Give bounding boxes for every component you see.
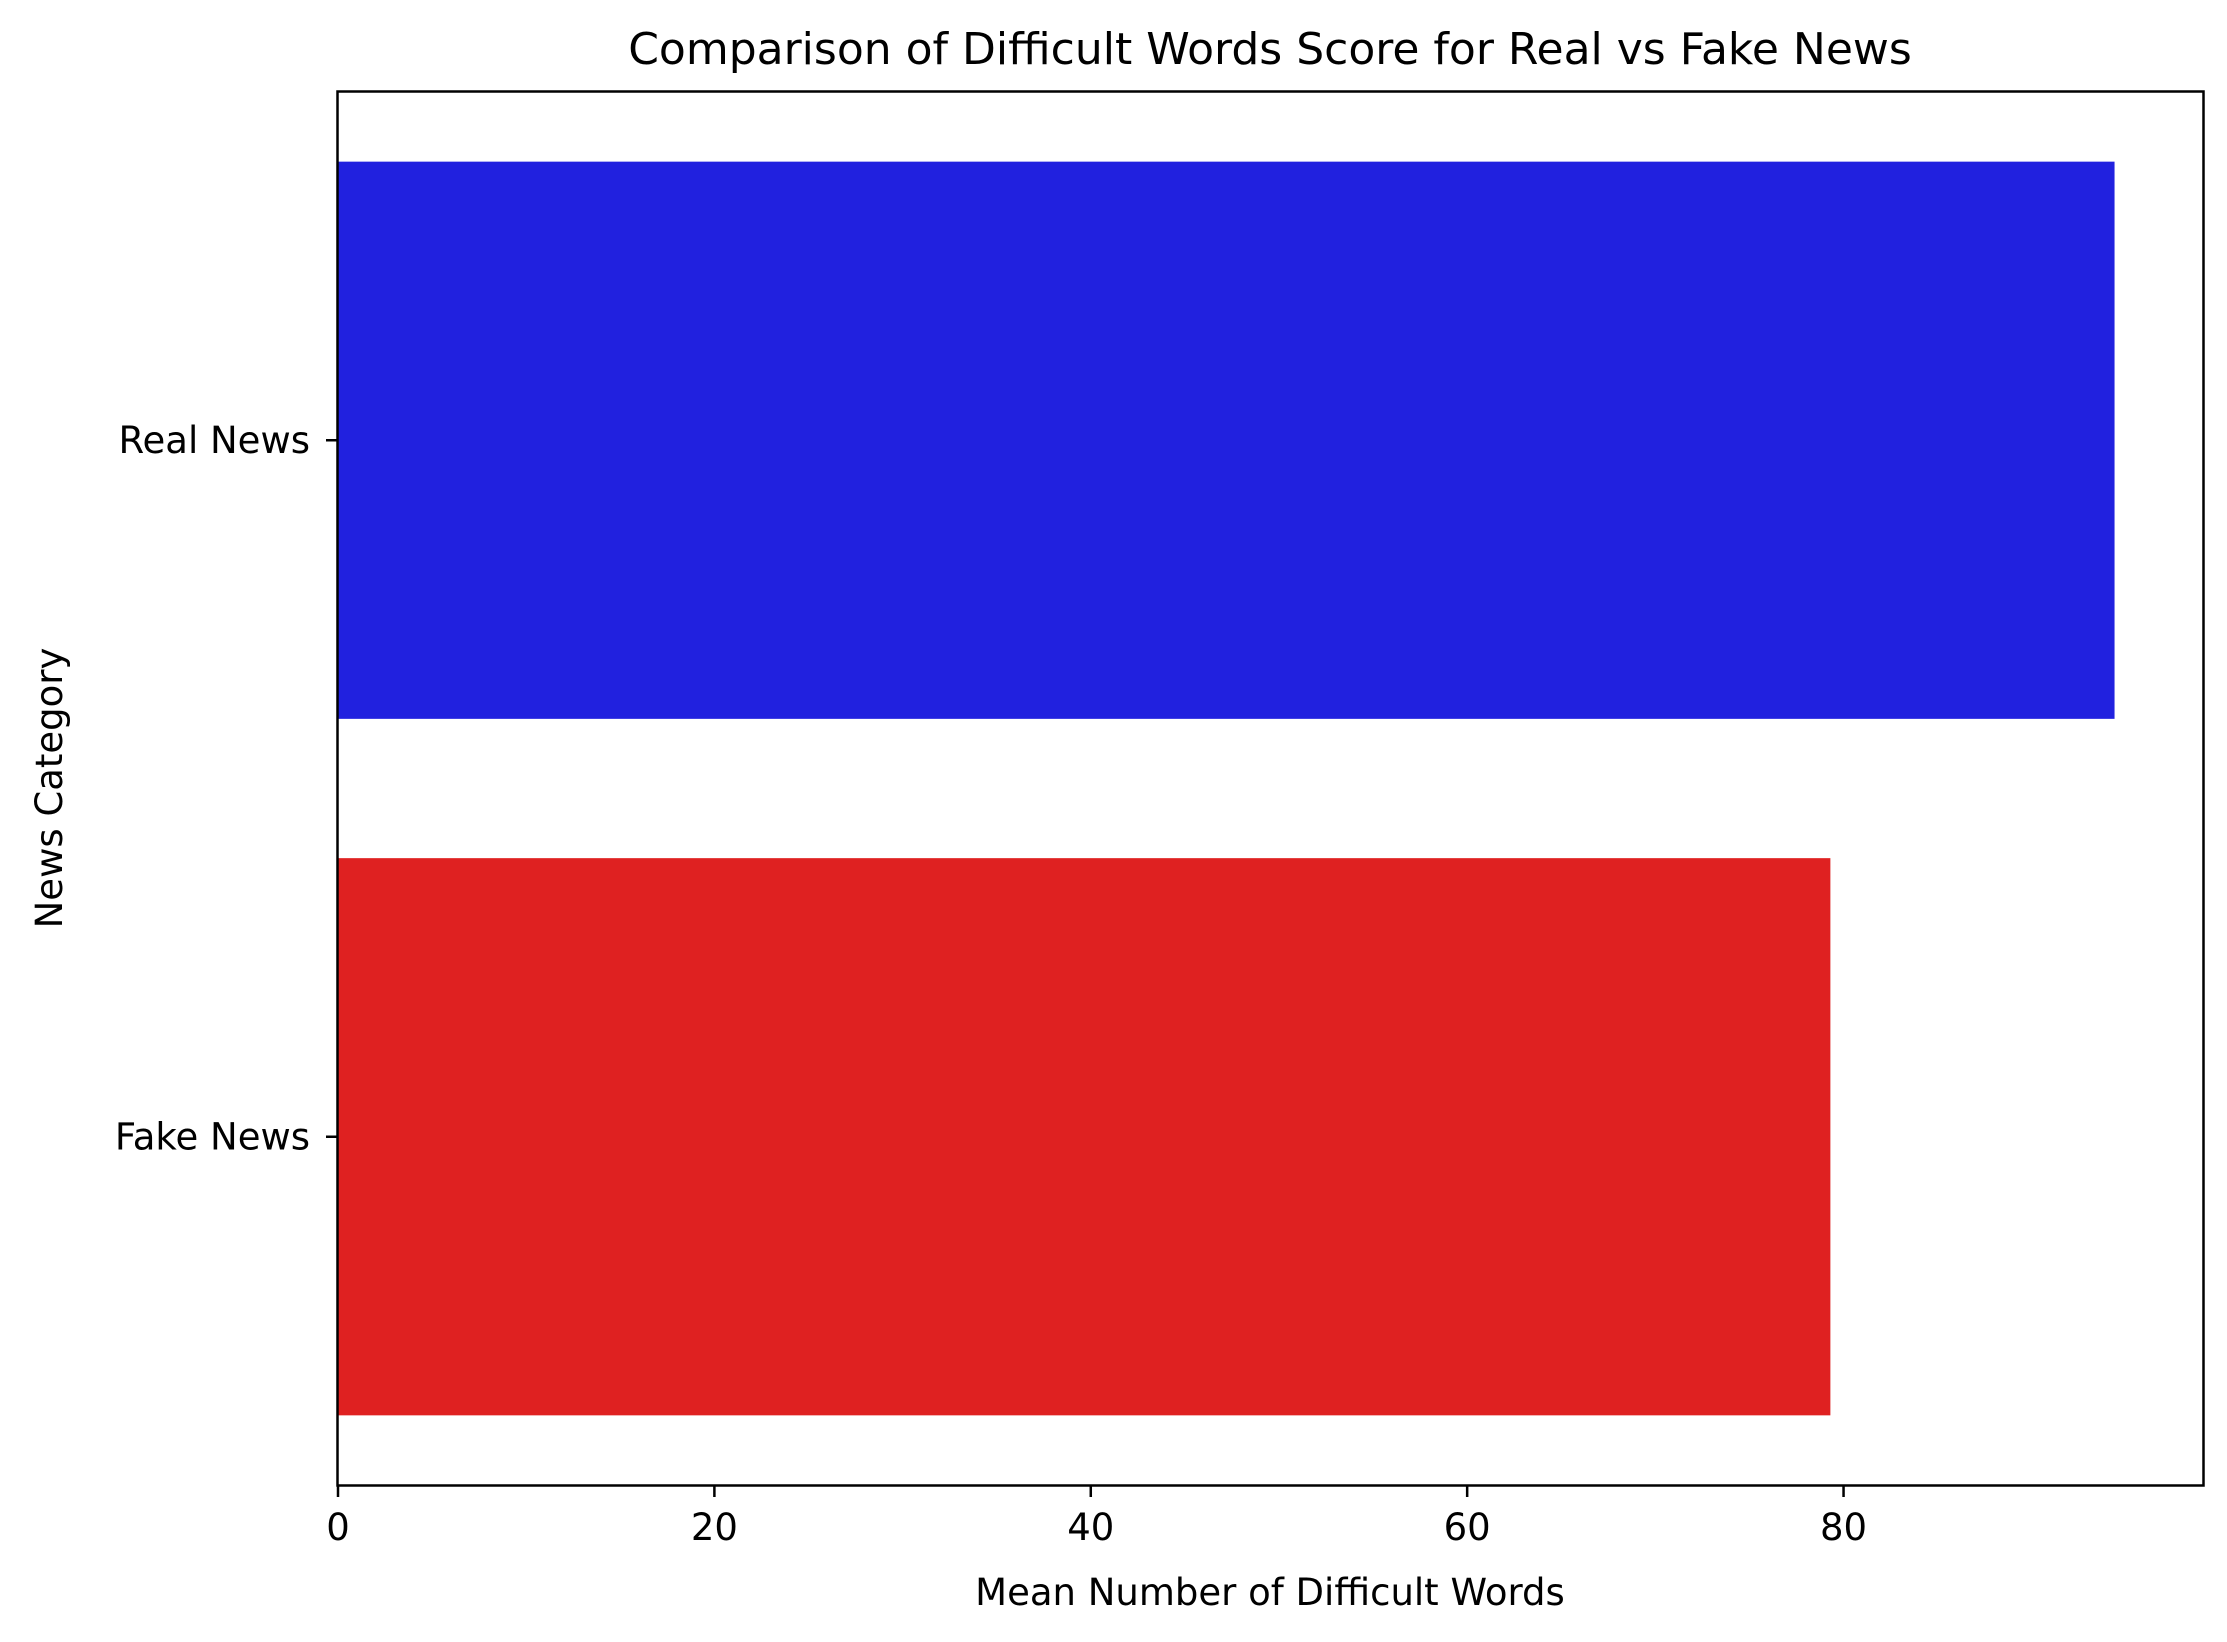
x-axis-label: Mean Number of Difficult Words — [975, 1571, 1565, 1614]
x-tick-label: 60 — [1444, 1506, 1491, 1549]
chart-title: Comparison of Difficult Words Score for … — [628, 24, 1912, 75]
y-tick-label: Fake News — [115, 1115, 310, 1158]
plot-area-frame — [336, 90, 2205, 1487]
y-axis-ticks: Real News Fake News — [115, 419, 338, 1158]
x-tick-label: 20 — [691, 1506, 738, 1549]
x-tick-label: 40 — [1067, 1506, 1114, 1549]
bar-real-news — [338, 161, 2115, 719]
y-tick-label: Real News — [118, 419, 310, 462]
y-axis-label: News Category — [28, 648, 71, 929]
x-tick-label: 0 — [326, 1506, 350, 1549]
bars-layer — [338, 161, 2115, 1416]
x-tick-label: 80 — [1820, 1506, 1867, 1549]
x-axis-ticks: 0 20 40 60 80 — [326, 1485, 1867, 1549]
bar-fake-news — [338, 858, 1831, 1416]
